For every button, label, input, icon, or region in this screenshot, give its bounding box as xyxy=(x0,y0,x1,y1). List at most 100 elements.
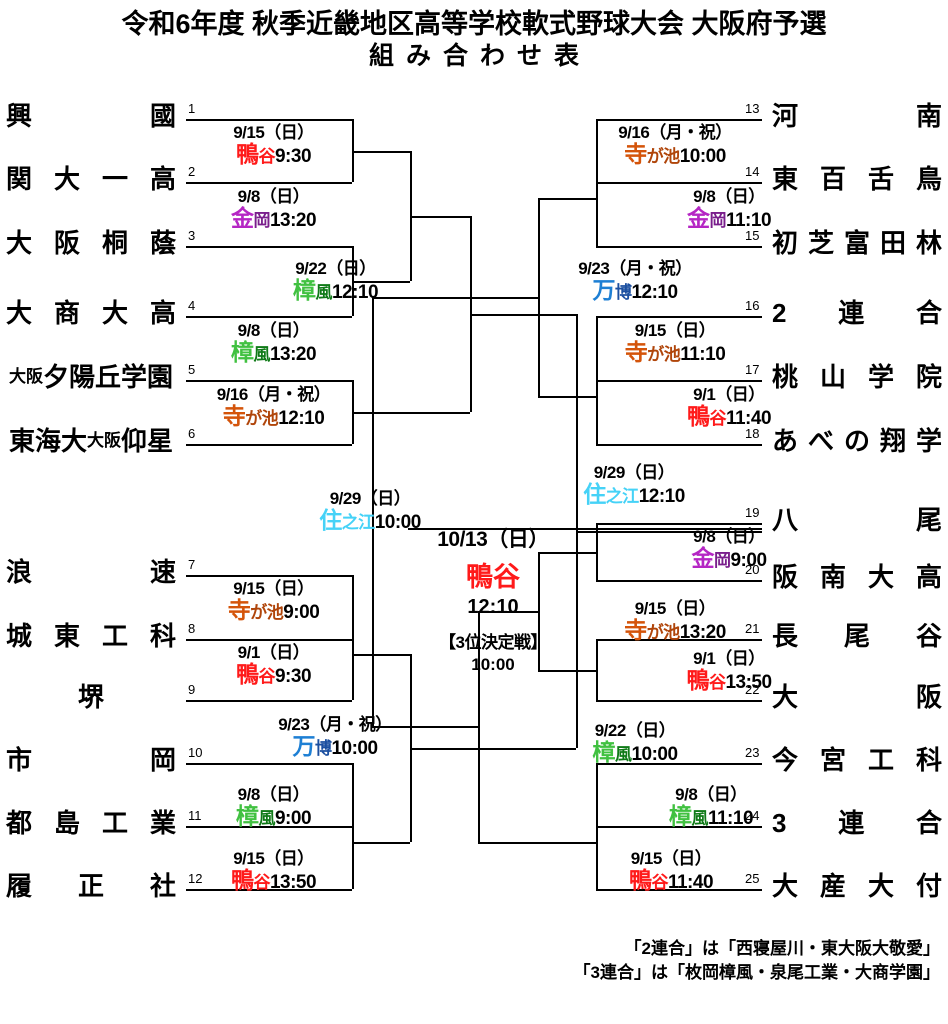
seed-number-13: 13 xyxy=(745,101,760,116)
team-name-part: 東 xyxy=(53,621,80,651)
match-venue-suffix: が池 xyxy=(646,622,681,642)
team-name-part: 科 xyxy=(915,745,942,775)
team-name-part: 東海大 xyxy=(8,426,87,456)
match-date: 9/8（日） xyxy=(237,187,310,206)
left-m5-out xyxy=(352,653,410,656)
match-date: 9/22（日） xyxy=(295,259,376,278)
match-date: 9/15（日） xyxy=(634,599,716,618)
team-name-1: 興國 xyxy=(6,103,176,129)
team-name-part: 2 xyxy=(772,298,787,328)
team-name-part: 田 xyxy=(879,228,906,258)
team-name-21: 長尾谷 xyxy=(772,623,942,649)
team-name-part: 科 xyxy=(149,621,176,651)
match-venue-time: 寺が池11:10 xyxy=(596,340,754,365)
match-label-L-B: 9/8（日） 金岡13:20 xyxy=(196,188,351,231)
match-venue: 寺 xyxy=(222,402,246,429)
right-semi-lower-join xyxy=(478,610,480,842)
team-name-5: 大阪 夕陽丘学園 xyxy=(6,364,176,390)
match-label-R-A: 9/16（月・祝） 寺が池10:00 xyxy=(596,124,754,167)
match-time: 9:30 xyxy=(274,665,312,687)
team-name-part: 正 xyxy=(77,871,104,901)
team-name-part: 業 xyxy=(149,808,176,838)
team-name-part: 工 xyxy=(867,745,894,775)
match-venue-time: 寺が池13:20 xyxy=(596,618,754,643)
left-m6-bottom xyxy=(186,826,352,828)
match-venue: 鴨 xyxy=(235,140,259,167)
match-venue-time: 鴨谷11:40 xyxy=(592,868,750,893)
final-box-top-right xyxy=(578,528,762,530)
third-place-label: 【3位決定戦】 xyxy=(439,633,547,652)
left-seed12-line xyxy=(186,889,352,891)
seed-number-3: 3 xyxy=(188,228,196,243)
team-name-15: 初芝富田林 xyxy=(772,230,942,256)
right-q1-join xyxy=(538,198,540,396)
right-m6-join xyxy=(596,639,598,700)
match-time: 11:10 xyxy=(707,807,754,829)
team-name-2: 関大一高 xyxy=(6,166,176,192)
team-name-part: 今 xyxy=(772,745,799,775)
match-date: 9/8（日） xyxy=(693,527,765,546)
footnote-2rengo: 「2連合」は「西寝屋川・東大阪大敬愛」 xyxy=(624,939,940,958)
match-venue-suffix: 之江 xyxy=(605,486,640,506)
right-m8-join xyxy=(596,794,598,889)
team-name-14: 東百舌鳥 xyxy=(772,166,942,192)
left-semi-lower-out xyxy=(410,747,576,750)
right-m7-top xyxy=(596,763,762,765)
match-venue: 寺 xyxy=(624,338,648,365)
team-name-part: 大阪 xyxy=(87,431,121,450)
right-m6-top xyxy=(596,639,762,641)
team-name-part: 大阪 xyxy=(8,367,43,386)
match-date: 9/15（日） xyxy=(634,321,716,340)
right-m5-top xyxy=(596,523,762,525)
team-name-part: 付 xyxy=(915,871,942,901)
team-name-part: 履 xyxy=(6,871,33,901)
team-name-part: 國 xyxy=(149,101,176,131)
right-final-join xyxy=(372,297,374,727)
right-m1-bottom xyxy=(596,182,762,184)
match-venue-time: 鴨谷13:50 xyxy=(654,668,804,693)
match-time: 10:00 xyxy=(331,737,378,759)
match-time: 12:10 xyxy=(638,485,686,507)
match-venue-suffix: が池 xyxy=(646,146,681,166)
match-venue-time: 鴨谷9:30 xyxy=(196,142,351,167)
seed-number-25: 25 xyxy=(745,871,760,886)
team-name-part: 岡 xyxy=(149,745,176,775)
team-name-part: 社 xyxy=(149,871,176,901)
team-name-part: 浪 xyxy=(6,557,33,587)
match-venue-suffix: 風 xyxy=(253,344,270,364)
team-name-20: 阪南大高 xyxy=(772,564,942,590)
team-name-part: 都 xyxy=(6,808,33,838)
match-label-R-H: 9/15（日） 寺が池13:20 xyxy=(596,600,754,643)
right-semi-upper-out xyxy=(372,297,538,300)
team-name-part: 南 xyxy=(819,562,846,592)
match-venue-suffix: 谷 xyxy=(258,146,275,166)
match-time: 12:10 xyxy=(331,281,379,303)
match-venue: 樟 xyxy=(292,276,316,303)
match-venue: 住 xyxy=(583,480,606,507)
match-venue: 寺 xyxy=(624,140,647,167)
seed-number-9: 9 xyxy=(188,682,196,697)
team-name-part: 仰星 xyxy=(121,426,174,456)
team-name-10: 市岡 xyxy=(6,747,176,773)
team-name-part: 連 xyxy=(838,808,865,838)
match-date: 9/16（月・祝） xyxy=(618,123,732,142)
match-venue-time: 樟風10:00 xyxy=(556,740,714,765)
seed-number-1: 1 xyxy=(188,101,196,116)
match-label-R-D: 9/15（日） 寺が池11:10 xyxy=(596,322,754,365)
final-box-top-left xyxy=(408,528,578,530)
team-name-part: 高 xyxy=(149,164,176,194)
left-m2-bottom xyxy=(186,316,352,318)
match-venue-suffix: 博 xyxy=(314,738,332,758)
team-name-part: 長 xyxy=(772,621,799,651)
page-title-line1: 令和6年度 秋季近畿地区高等学校軟式野球大会 大阪府予選 xyxy=(121,9,827,39)
team-name-part: 学 xyxy=(915,426,942,456)
seed-number-17: 17 xyxy=(745,362,760,377)
match-venue: 寺 xyxy=(227,596,251,623)
match-venue: 鴨 xyxy=(686,666,709,693)
team-name-part: 大 xyxy=(53,164,80,194)
team-name-part: 学 xyxy=(867,362,894,392)
match-label-L-E: 9/16（月・祝） 寺が池12:10 xyxy=(196,386,351,429)
match-label-R-G: 9/8（日） 金岡9:00 xyxy=(654,528,804,571)
team-name-part: 翔 xyxy=(879,426,906,456)
